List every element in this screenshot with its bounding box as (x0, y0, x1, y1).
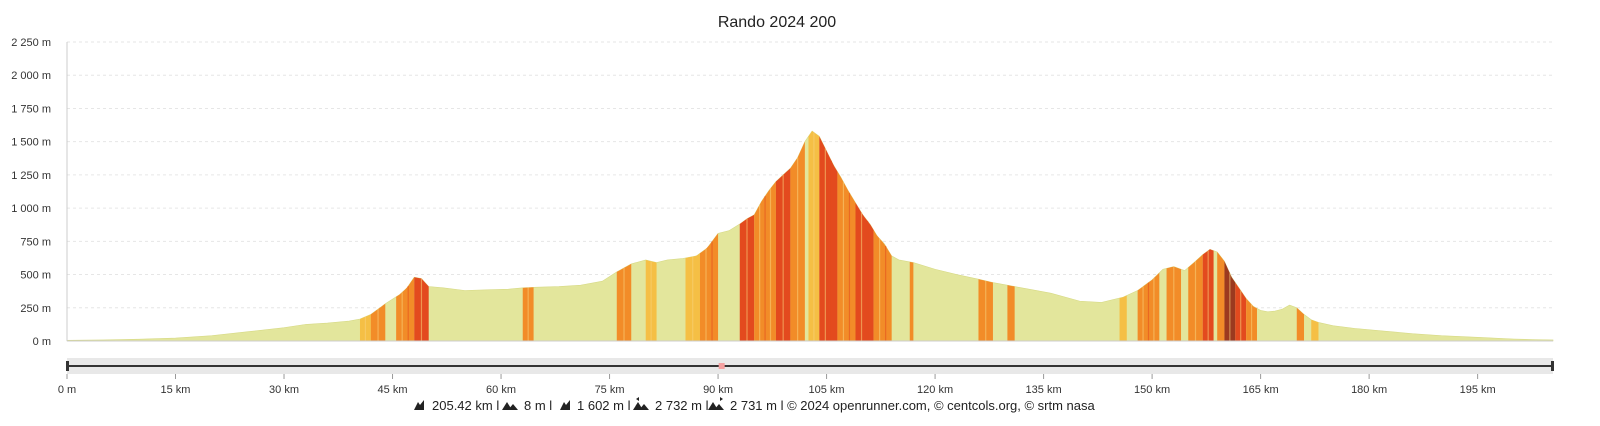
slope-segment (1119, 295, 1127, 341)
x-tick-label: 180 km (1351, 384, 1387, 396)
slope-segments (359, 131, 1319, 341)
slope-segment (1296, 307, 1305, 341)
y-tick-label: 1 000 m (11, 203, 51, 215)
x-tick-label: 135 km (1026, 384, 1062, 396)
x-tick-label: 120 km (917, 384, 953, 396)
ascent-icon (633, 397, 649, 410)
x-tick-label: 90 km (703, 384, 733, 396)
total-distance: 205.42 km l (432, 398, 499, 413)
y-tick-label: 1 750 m (11, 103, 51, 115)
slope-segment (1311, 319, 1319, 341)
slope-segment (699, 233, 719, 341)
slope-segment (1007, 285, 1015, 341)
x-tick-label: 45 km (378, 384, 408, 396)
y-tick-label: 0 m (33, 336, 51, 348)
y-tick-label: 500 m (20, 270, 51, 282)
min-altitude-icon (502, 402, 518, 410)
slope-segment (909, 261, 914, 341)
y-grid (67, 41, 1553, 309)
x-tick-labels: 0 m 15 km 30 km 45 km 60 km 75 km 90 km 105 km 1… (58, 374, 1496, 396)
max-altitude: 1 602 m l (577, 398, 631, 413)
x-tick-label: 75 km (595, 384, 625, 396)
slope-segment (837, 171, 856, 341)
x-tick-label: 150 km (1134, 384, 1170, 396)
range-selector-marker[interactable] (718, 363, 725, 369)
range-selector-handle-right[interactable] (1551, 361, 1554, 371)
y-tick-label: 750 m (20, 236, 51, 248)
x-tick-label: 15 km (161, 384, 191, 396)
x-tick-label: 0 m (58, 384, 76, 396)
min-altitude: 8 m l (524, 398, 552, 413)
total-ascent: 2 732 m l (655, 398, 709, 413)
slope-segment (819, 136, 838, 341)
x-tick-label: 60 km (486, 384, 516, 396)
y-tick-label: 2 000 m (11, 70, 51, 82)
slope-segment (855, 202, 874, 341)
range-selector-handle-left[interactable] (66, 361, 69, 371)
slope-segment (873, 230, 892, 341)
distance-icon (414, 400, 424, 410)
x-tick-label: 165 km (1243, 384, 1279, 396)
y-tick-label: 2 250 m (11, 37, 51, 49)
x-tick-label: 105 km (809, 384, 845, 396)
slope-segment (1217, 251, 1225, 341)
descent-icon (708, 397, 724, 410)
x-tick-label: 195 km (1460, 384, 1496, 396)
route-stats-footer: 205.42 km l 8 m l 1 602 m l 2 732 m l (414, 397, 1096, 413)
y-tick-label: 1 250 m (11, 170, 51, 182)
total-descent-and-credits: 2 731 m l © 2024 openrunner.com, © centc… (730, 398, 1096, 413)
x-tick-label: 30 km (269, 384, 299, 396)
y-tick-label: 250 m (20, 303, 51, 315)
slope-segment (396, 277, 415, 341)
max-altitude-icon (560, 400, 570, 410)
y-tick-label: 1 500 m (11, 137, 51, 149)
chart-title: Rando 2024 200 (718, 14, 836, 31)
y-tick-labels: 0 m 250 m 500 m 750 m 1 000 m 1 250 m 1 500 m 1… (11, 37, 51, 348)
range-selector[interactable] (66, 358, 1554, 374)
